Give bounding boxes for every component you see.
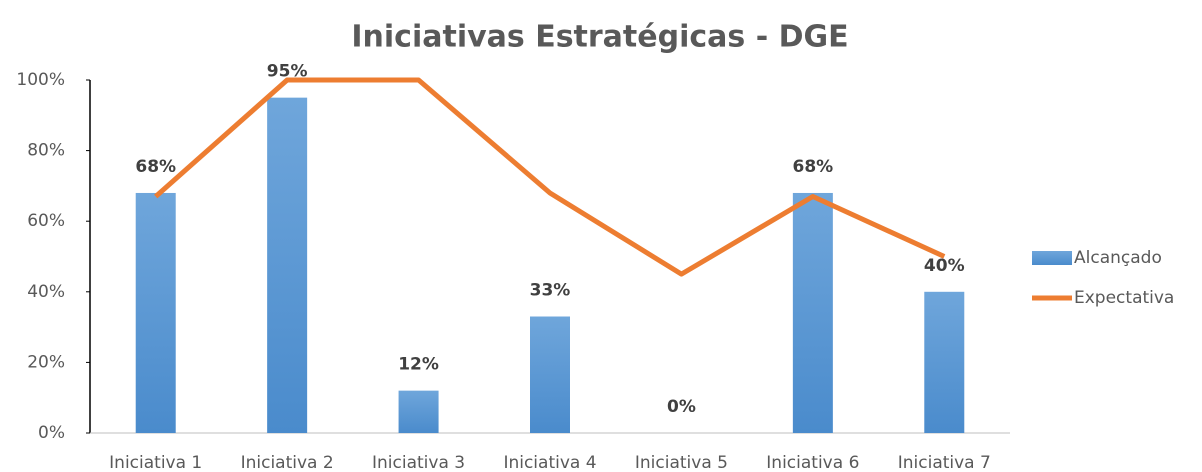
data-label: 68% [135, 157, 176, 177]
x-tick-label: Iniciativa 3 [372, 453, 465, 472]
legend-swatch [1032, 251, 1072, 265]
y-tick-label: 60% [27, 211, 65, 231]
x-tick-label: Iniciativa 5 [635, 453, 728, 472]
legend-label: Expectativa [1074, 288, 1174, 308]
y-tick-label: 80% [27, 141, 65, 161]
bar [924, 291, 965, 433]
y-tick-label: 0% [38, 423, 65, 443]
x-tick-label: Iniciativa 1 [109, 453, 202, 472]
chart-title: Iniciativas Estratégicas - DGE [351, 20, 848, 55]
x-tick-label: Iniciativa 4 [503, 453, 596, 472]
x-tick-label: Iniciativa 2 [241, 453, 334, 472]
bar [530, 316, 570, 433]
y-tick-label: 20% [27, 352, 65, 372]
data-label: 0% [667, 397, 696, 417]
data-label: 40% [924, 256, 965, 276]
data-label: 68% [793, 157, 834, 177]
bar [267, 97, 308, 434]
bar [398, 390, 439, 433]
bar [792, 192, 833, 433]
data-label: 33% [530, 281, 571, 301]
line [154, 77, 946, 277]
y-tick-label: 40% [27, 282, 65, 302]
y-tick-label: 100% [16, 70, 65, 90]
data-label: 12% [398, 355, 439, 375]
bar [135, 192, 176, 433]
x-tick-label: Iniciativa 6 [766, 453, 859, 472]
legend-label: Alcançado [1074, 248, 1162, 268]
data-label: 95% [267, 62, 308, 82]
x-tick-label: Iniciativa 7 [898, 453, 991, 472]
